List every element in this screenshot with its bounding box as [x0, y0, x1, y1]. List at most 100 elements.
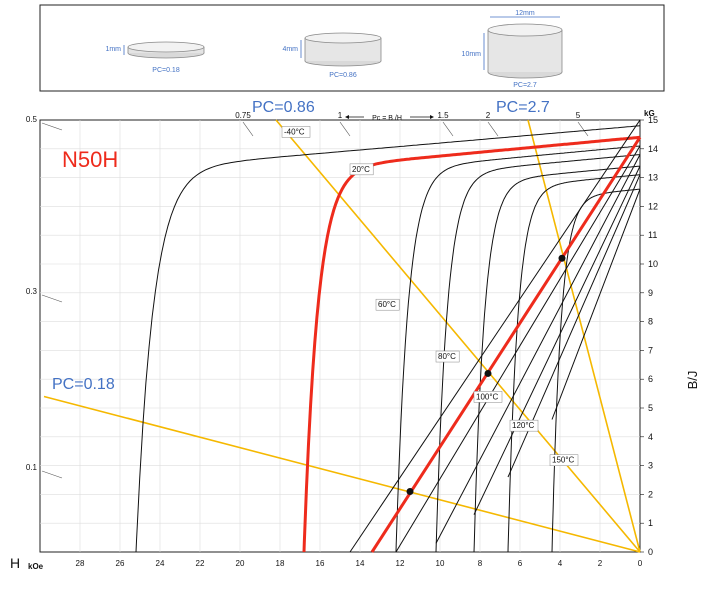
temperature-label: 60°C: [378, 300, 396, 309]
load-line-label: PC=0.18: [52, 376, 115, 393]
temperature-label: 150°C: [552, 456, 575, 465]
x-tick-label: 4: [558, 559, 563, 568]
sample-1-dim-label: 1mm: [105, 46, 121, 53]
y-tick-label: 2: [648, 489, 653, 499]
sample-disc-1: 1mm PC=0.18: [105, 41, 205, 74]
axis-ticks: 28 26 24 22 20 18 16 14 12 10 8 6 4 2 0012345678910111…: [76, 115, 658, 568]
y-tick-label: 0: [648, 547, 653, 557]
pc-top-tick-label: 0.75: [235, 111, 251, 120]
pc-scale-label: Pc = B /H: [372, 115, 402, 122]
curve-demag-5: [507, 174, 641, 553]
x-tick-label: 2: [598, 559, 603, 568]
y-axis-unit: kG: [644, 109, 655, 118]
curve-normal-10: [435, 154, 641, 544]
y-tick-label: 10: [648, 259, 658, 269]
y-tick-label: 3: [648, 461, 653, 471]
pc-left-tick-label: 0.5: [26, 115, 38, 124]
x-tick-label: 10: [436, 559, 445, 568]
y-tick-label: 6: [648, 374, 653, 384]
y-tick-label: 4: [648, 432, 653, 442]
x-axis-unit: kOe: [28, 562, 44, 571]
pc-tick-mark: [487, 121, 499, 137]
sample-1-pc-label: PC=0.18: [152, 67, 180, 74]
y-tick-label: 15: [648, 115, 658, 125]
pc-left-tick-label: 0.1: [26, 463, 38, 472]
temperature-label: -40°C: [284, 127, 305, 136]
load-line-label: PC=2.7: [496, 99, 550, 116]
x-tick-label: 18: [276, 559, 285, 568]
temperature-label-box: [375, 298, 400, 311]
x-tick-label: 0: [638, 559, 643, 568]
operating-points: [406, 254, 566, 496]
x-tick-label: 24: [156, 559, 165, 568]
pc-tick-mark: [339, 121, 351, 137]
sample-panel: 1mm PC=0.18 4mm PC=0.86 12mm 10mm: [39, 4, 665, 92]
y-tick-label: 8: [648, 317, 653, 327]
sample-disc-2: 4mm PC=0.86: [282, 32, 382, 79]
pc-arrow-right-head: [430, 115, 434, 119]
demag-curves: [135, 119, 642, 553]
y-tick-label: 14: [648, 144, 658, 154]
pc-left-tick-mark: [41, 122, 63, 131]
load-line-label: PC=0.86: [252, 99, 315, 116]
y-tick-label: 13: [648, 173, 658, 183]
pc-left-tick-mark: [41, 294, 63, 303]
curve-normal-13: [551, 188, 641, 420]
x-tick-label: 6: [518, 559, 523, 568]
curve-normal-7: [349, 119, 641, 553]
y-tick-label: 12: [648, 201, 658, 211]
pc-left-tick-label: 0.3: [26, 287, 38, 296]
temperature-label-box: [473, 391, 503, 403]
curve-demag-6: [551, 188, 641, 553]
sample-3-dim-label: 10mm: [462, 51, 482, 58]
pc-top-tick-label: 2: [486, 111, 491, 120]
pc-scale: 0.75 1 1.5 2 5 0.5 0.3 0.1 Pc = B /H: [26, 111, 589, 479]
temperature-labels: -40°C 20°C 60°C 80°C 100°C 120°C 150°C: [281, 126, 579, 466]
plot-frame: [39, 119, 641, 553]
sample-3-pc-label: PC=2.7: [513, 82, 537, 89]
x-tick-label: 28: [76, 559, 85, 568]
temperature-label-box: [549, 454, 579, 466]
sample-2-pc-label: PC=0.86: [329, 72, 357, 79]
curve-demag-2: [395, 145, 641, 553]
pc-arrow-left-head: [345, 115, 349, 119]
operating-point-3: [558, 254, 566, 262]
temperature-label: 80°C: [438, 352, 456, 361]
curve-normal-11: [473, 165, 641, 515]
sample-2-dim-label: 4mm: [282, 46, 298, 53]
curve-demag-0: [135, 125, 641, 553]
y-tick-label: 11: [648, 230, 657, 240]
chart-title: N50H: [62, 147, 118, 172]
temperature-label: 120°C: [512, 421, 535, 430]
pc-tick-mark: [577, 121, 589, 137]
curve-normal-9: [395, 145, 641, 553]
y-tick-label: 5: [648, 403, 653, 413]
x-tick-label: 14: [356, 559, 365, 568]
sample-disc-3: 12mm 10mm PC=2.7: [462, 10, 563, 89]
x-tick-label: 16: [316, 559, 325, 568]
sample-3-width-label: 12mm: [515, 10, 535, 17]
load-line-2: [275, 119, 641, 553]
pc-top-tick-label: 1.5: [437, 111, 449, 120]
pc-top-tick-label: 1: [338, 111, 343, 120]
temperature-label-box: [509, 419, 539, 432]
temperature-label: 100°C: [476, 392, 499, 401]
temperature-label-box: [349, 163, 374, 176]
x-tick-label: 26: [116, 559, 125, 568]
curve-demag-4: [473, 165, 641, 553]
load-line-labels: PC=0.18 PC=0.86 PC=2.7: [52, 99, 550, 393]
temperature-label-box: [435, 350, 460, 363]
temperature-label-box: [281, 126, 311, 138]
temperature-label: 20°C: [352, 165, 370, 174]
x-tick-label: 20: [236, 559, 245, 568]
operating-point-1: [406, 488, 414, 496]
y-tick-label: 7: [648, 345, 653, 355]
pc-tick-mark: [442, 121, 454, 137]
pc-tick-mark: [242, 121, 254, 137]
y-axis-label: B/J: [685, 371, 700, 390]
y-tick-label: 9: [648, 288, 653, 298]
curve-normal-8: [370, 136, 642, 553]
curve-demag-3: [435, 154, 641, 553]
